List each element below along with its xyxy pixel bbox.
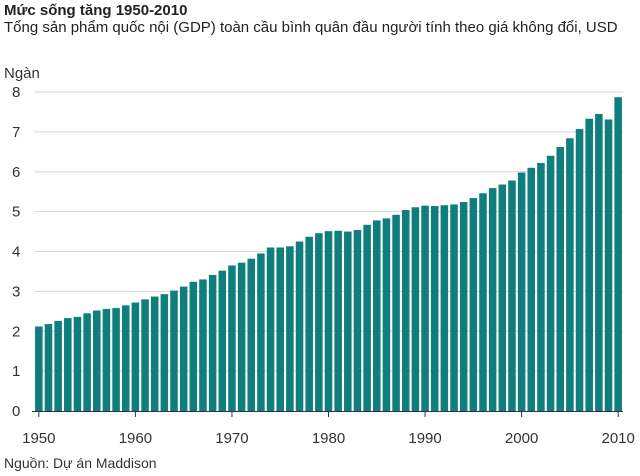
bar <box>44 324 53 411</box>
bar <box>556 147 564 411</box>
bar <box>614 97 622 412</box>
y-tick-label: 4 <box>12 244 20 261</box>
bar <box>160 294 169 411</box>
bar <box>411 207 420 411</box>
bar <box>382 218 391 411</box>
bar <box>237 262 246 411</box>
bar-series <box>35 97 622 412</box>
bar <box>131 302 140 411</box>
bar <box>459 202 468 411</box>
bar <box>566 138 574 411</box>
bar <box>353 229 362 411</box>
bar <box>141 299 149 411</box>
x-tick-label: 2000 <box>505 430 538 447</box>
bar <box>170 290 178 411</box>
x-tick-label: 1970 <box>215 430 248 447</box>
y-tick-label: 1 <box>12 363 20 380</box>
bar <box>93 310 101 411</box>
bar <box>488 188 497 411</box>
bar <box>295 241 304 411</box>
bar <box>218 270 227 411</box>
y-tick-label: 8 <box>12 84 20 101</box>
bar <box>517 172 526 411</box>
bar <box>537 162 545 411</box>
bar <box>121 305 130 411</box>
bar <box>334 230 342 411</box>
chart-title: Mức sống tăng 1950-2010 <box>4 2 188 19</box>
bar <box>179 286 188 411</box>
chart-subtitle: Tổng sản phẩm quốc nội (GDP) toàn cầu bì… <box>4 19 618 36</box>
bar <box>35 326 43 411</box>
bar <box>498 184 507 411</box>
bar <box>266 247 275 411</box>
axes: 0 1 2 3 4 5 6 7 8 Ngàn 1950 1960 1970 1980 1990 2000 201… <box>4 65 635 447</box>
bar <box>315 233 323 411</box>
bar <box>344 231 352 411</box>
bar <box>575 129 584 411</box>
bar <box>363 224 371 411</box>
x-tick-label: 1960 <box>119 430 152 447</box>
bar <box>208 275 217 411</box>
bar <box>257 253 265 411</box>
y-axis-label: Ngàn <box>4 65 40 82</box>
bar <box>324 231 333 411</box>
bar <box>150 296 159 411</box>
bar <box>247 258 256 411</box>
bar <box>479 193 487 411</box>
bar <box>286 246 294 411</box>
y-tick-label: 5 <box>12 204 20 221</box>
bar <box>83 313 91 411</box>
bar <box>102 308 111 411</box>
y-tick-label: 7 <box>12 124 20 141</box>
bar <box>595 113 603 412</box>
bar <box>508 180 516 411</box>
bar <box>527 167 536 411</box>
source-note: Nguồn: Dự án Maddison <box>4 455 157 471</box>
y-tick-label: 6 <box>12 164 20 181</box>
bar <box>373 220 381 411</box>
bar <box>604 119 613 411</box>
y-tick-label: 3 <box>12 283 20 300</box>
y-tick-label: 2 <box>12 323 20 340</box>
bar <box>64 318 72 411</box>
bar <box>305 236 313 411</box>
x-tick-label: 2010 <box>601 430 634 447</box>
x-tick-label: 1950 <box>22 430 55 447</box>
bar <box>112 308 120 411</box>
x-tick-label: 1980 <box>312 430 345 447</box>
bar <box>450 204 458 411</box>
bar <box>585 118 593 411</box>
bar <box>421 205 429 411</box>
bar <box>401 210 410 411</box>
bar <box>392 214 400 411</box>
bar <box>73 316 82 411</box>
y-tick-label: 0 <box>12 403 20 420</box>
bar <box>199 279 207 411</box>
bar <box>276 247 284 411</box>
bar <box>430 206 439 411</box>
bar <box>54 320 62 411</box>
bar <box>189 281 198 411</box>
bar <box>546 155 555 411</box>
bar <box>228 265 236 411</box>
x-tick-label: 1990 <box>408 430 441 447</box>
bar <box>440 205 449 411</box>
bar <box>469 198 478 411</box>
